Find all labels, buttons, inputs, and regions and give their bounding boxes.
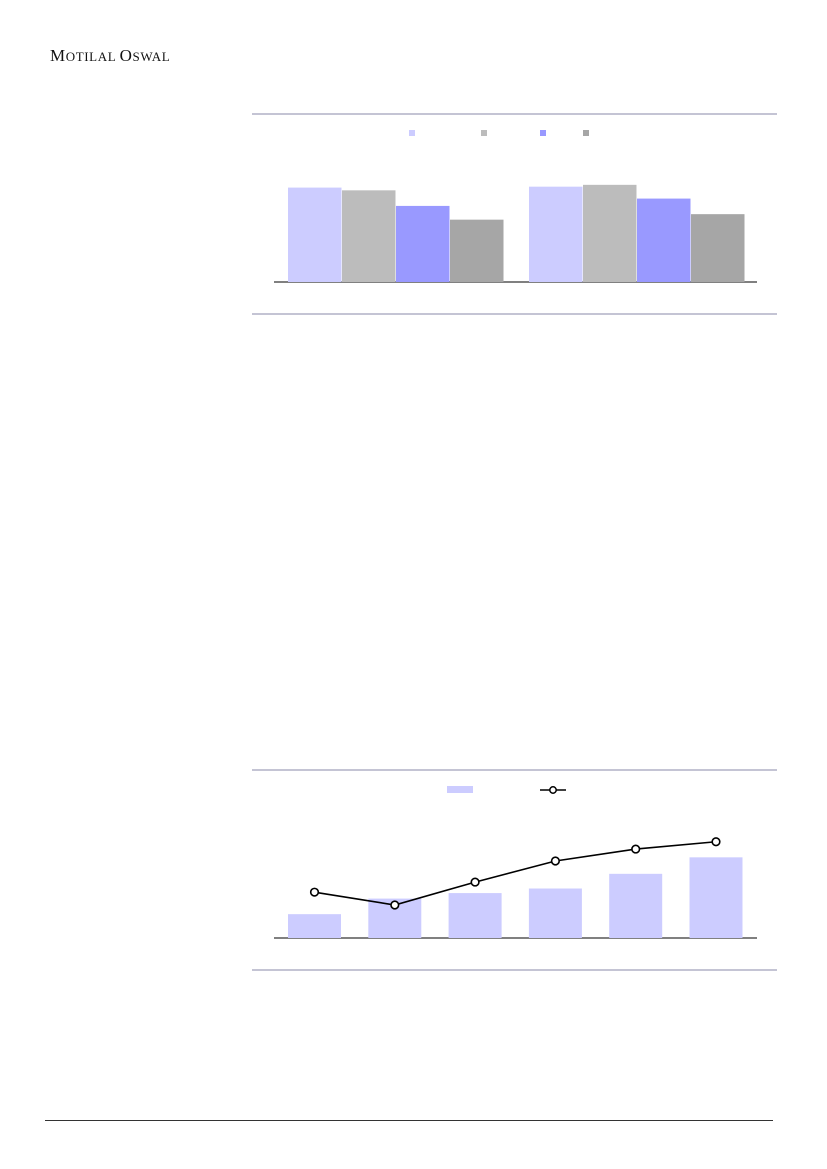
chart-2-svg: [252, 769, 777, 971]
line-point: [470, 877, 480, 887]
bar: [637, 198, 691, 282]
bar: [342, 190, 396, 282]
chart-1-svg: [252, 113, 777, 315]
chart-1: [252, 110, 777, 320]
line-point: [550, 856, 561, 866]
bar: [691, 214, 745, 282]
bar: [288, 187, 342, 282]
brand-logo: MOTILAL OSWAL: [50, 46, 171, 65]
bar: [529, 186, 583, 282]
line-point: [390, 900, 400, 910]
bar: [448, 893, 502, 938]
bar: [450, 219, 504, 282]
bar: [288, 914, 341, 938]
legend-marker: [549, 786, 557, 794]
bar: [689, 857, 743, 938]
bar: [528, 888, 582, 938]
legend-marker: [540, 130, 546, 136]
line-point: [711, 837, 721, 847]
chart-2: [252, 766, 777, 976]
line-point: [309, 887, 320, 897]
legend-marker: [583, 130, 589, 136]
line-point: [631, 844, 641, 854]
bar: [396, 205, 450, 282]
legend-marker: [409, 130, 415, 136]
series-line: [314, 840, 717, 906]
footer-rule: [45, 1120, 773, 1121]
bar: [583, 184, 637, 282]
legend-marker: [447, 786, 473, 793]
bar: [609, 873, 663, 938]
legend-marker: [481, 130, 487, 136]
